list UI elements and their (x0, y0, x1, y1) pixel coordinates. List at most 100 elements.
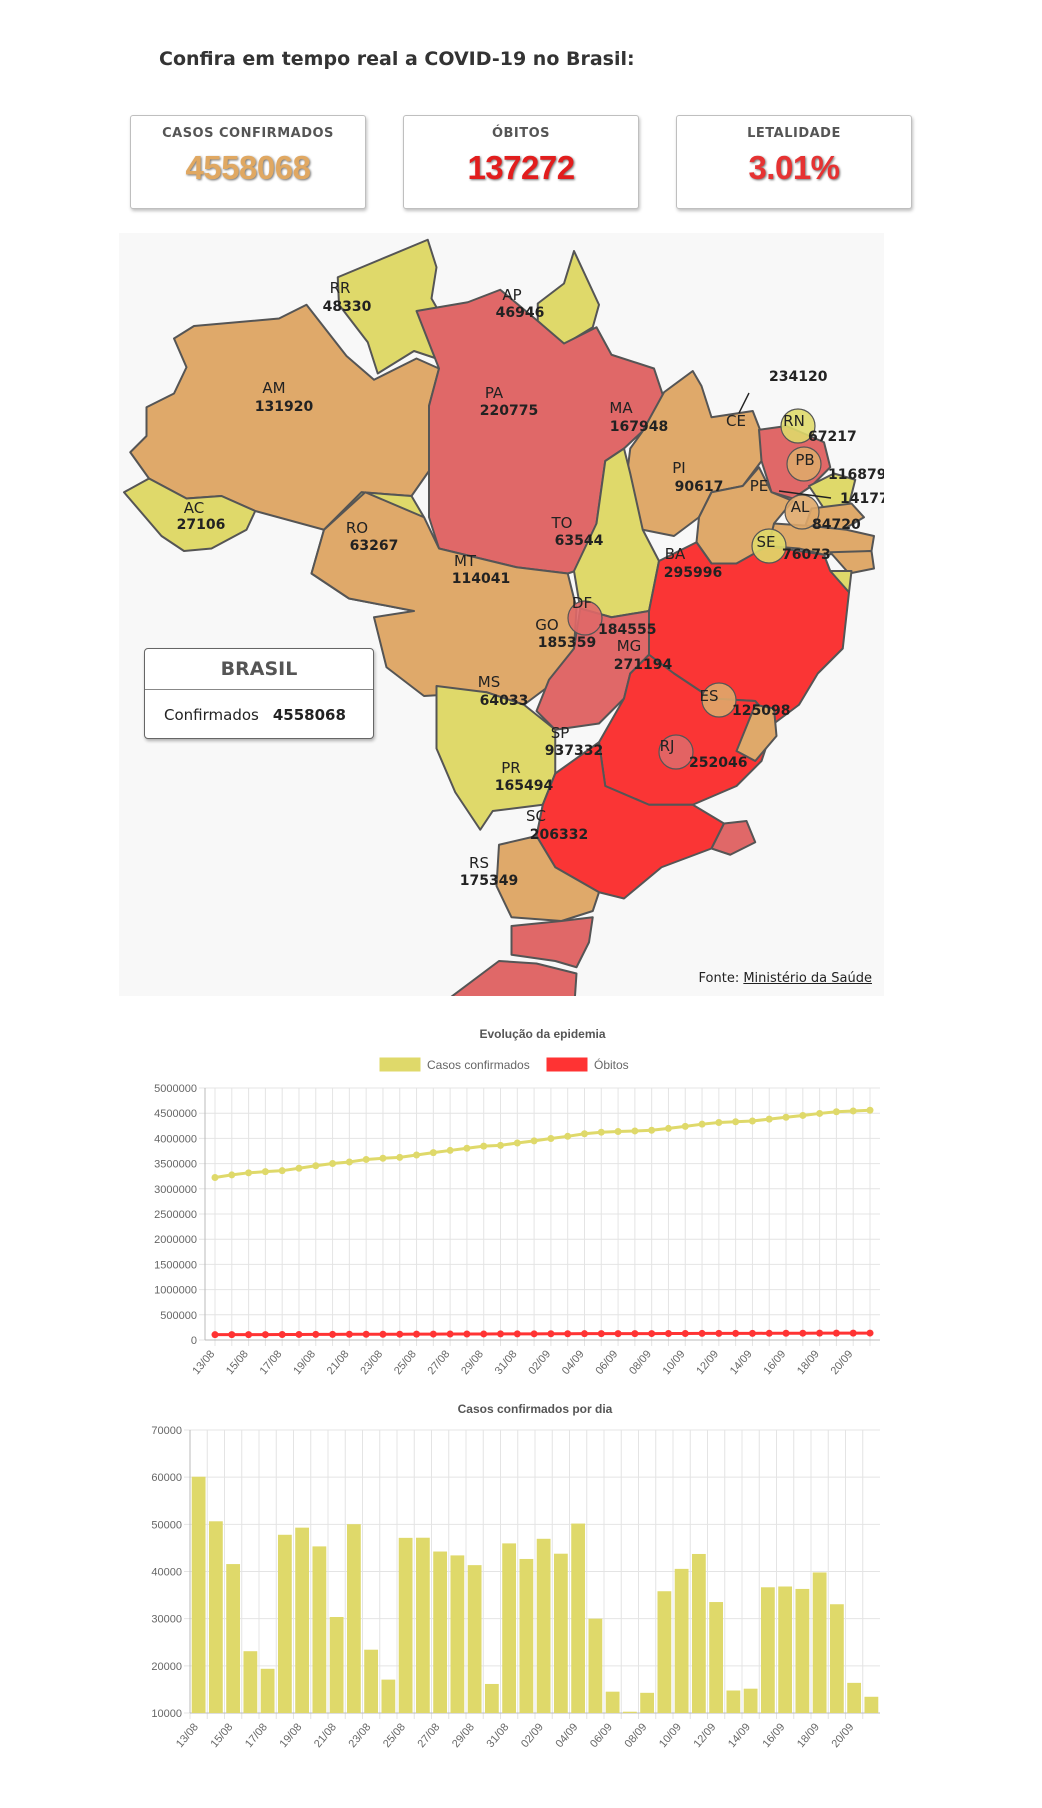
state-value-rj: 252046 (689, 755, 747, 771)
series-point-1 (681, 1329, 689, 1337)
page-title: Confira em tempo real a COVID-19 no Bras… (159, 48, 635, 70)
state-value-rr: 48330 (323, 299, 372, 315)
series-point-0 (816, 1109, 824, 1117)
state-label-pi: PI (672, 459, 685, 477)
state-value-ma: 167948 (610, 419, 668, 435)
daily-bar (381, 1679, 396, 1713)
series-point-1 (413, 1330, 421, 1338)
series-point-1 (832, 1329, 840, 1337)
daily-bar (622, 1711, 637, 1713)
brazil-summary-label: Confirmados (164, 706, 259, 724)
state-value-ce: 234120 (769, 369, 828, 385)
state-shape-rs (450, 960, 578, 996)
series-point-1 (816, 1329, 824, 1337)
daily-bar (519, 1558, 534, 1713)
series-point-1 (614, 1330, 622, 1338)
state-label-ap: AP (502, 286, 521, 304)
series-point-1 (748, 1329, 756, 1337)
daily-bar (553, 1553, 568, 1713)
x-tick-label: 21/08 (325, 1348, 352, 1377)
daily-bar (812, 1572, 827, 1713)
series-point-0 (396, 1153, 404, 1161)
epidemic-evolution-chart: Evolução da epidemia Casos confirmados Óbi… (0, 1020, 1042, 1390)
map-source: Fonte: Ministério da Saúde (699, 971, 872, 986)
state-value-pb: 116879 (828, 467, 884, 483)
deaths-value: 137272 (467, 149, 575, 186)
confirmed-cases-value: 4558068 (185, 149, 311, 186)
state-value-ac: 27106 (177, 517, 226, 533)
x-tick-label: 04/09 (560, 1348, 587, 1377)
state-label-se: SE (757, 533, 776, 551)
state-label-rr: RR (330, 279, 351, 297)
y-tick-label: 4500000 (154, 1108, 197, 1120)
series-point-0 (245, 1169, 253, 1177)
daily-bar (847, 1682, 862, 1713)
y-tick-label: 3000000 (154, 1184, 197, 1196)
daily-bar (691, 1553, 706, 1713)
state-label-ma: MA (609, 399, 633, 417)
daily-bar (208, 1521, 223, 1713)
state-label-pa: PA (485, 384, 504, 402)
series-point-0 (446, 1146, 454, 1154)
state-shape-sc (510, 916, 594, 969)
x-tick-label: 06/09 (593, 1348, 620, 1377)
x-tick-label: 23/08 (358, 1348, 385, 1377)
deaths-label: ÓBITOS (491, 126, 551, 141)
daily-bar (571, 1523, 586, 1713)
state-shape-es (735, 703, 778, 762)
series-point-1 (228, 1331, 236, 1339)
daily-bar (640, 1692, 655, 1713)
x-tick-label: 17/08 (243, 1721, 270, 1750)
brazil-summary-box: BRASIL Confirmados 4558068 (144, 648, 374, 739)
series-point-1 (245, 1331, 253, 1339)
deaths-card: ÓBITOS 137272 (403, 115, 639, 209)
series-point-1 (211, 1331, 219, 1339)
y-tick-label: 60000 (151, 1472, 182, 1484)
y-tick-label: 5000000 (154, 1083, 197, 1095)
x-tick-label: 14/09 (726, 1721, 753, 1750)
state-label-pe: PE (750, 477, 769, 495)
series-point-1 (480, 1330, 488, 1338)
series-point-1 (379, 1330, 387, 1338)
state-label-rn: RN (783, 412, 805, 430)
daily-bar (760, 1587, 775, 1713)
series-point-1 (564, 1330, 572, 1338)
series-line-1 (214, 1331, 871, 1337)
chart-title: Evolução da epidemia (479, 1027, 605, 1041)
series-point-1 (396, 1330, 404, 1338)
series-point-0 (261, 1168, 269, 1176)
series-point-1 (597, 1330, 605, 1338)
series-point-1 (329, 1330, 337, 1338)
series-point-0 (564, 1132, 572, 1140)
state-shape-rn (808, 472, 857, 510)
series-point-1 (261, 1331, 269, 1339)
daily-bar (260, 1668, 275, 1713)
daily-bar (484, 1683, 499, 1713)
y-tick-label: 30000 (151, 1614, 182, 1626)
x-tick-label: 20/09 (830, 1721, 857, 1750)
state-value-pa: 220775 (480, 403, 538, 419)
x-tick-label: 29/08 (459, 1348, 486, 1377)
x-tick-label: 12/09 (694, 1348, 721, 1377)
y-tick-label: 10000 (151, 1708, 182, 1720)
state-marker-se (751, 528, 787, 564)
x-tick-label: 13/08 (174, 1721, 201, 1750)
series-point-0 (295, 1164, 303, 1172)
series-point-1 (648, 1330, 656, 1338)
x-tick-label: 18/09 (795, 1348, 822, 1377)
daily-bar (536, 1538, 551, 1713)
series-point-0 (362, 1155, 370, 1163)
series-point-0 (782, 1113, 790, 1121)
daily-bar (415, 1537, 430, 1713)
map-source-link[interactable]: Ministério da Saúde (743, 971, 872, 986)
series-point-0 (463, 1144, 471, 1152)
series-point-0 (345, 1158, 353, 1166)
series-point-0 (530, 1137, 538, 1145)
brazil-summary-row: Confirmados 4558068 (145, 690, 373, 724)
series-point-0 (413, 1151, 421, 1159)
state-label-ms: MS (478, 673, 500, 691)
daily-bar (864, 1696, 879, 1713)
y-tick-label: 40000 (151, 1567, 182, 1579)
series-point-1 (664, 1330, 672, 1338)
series-point-1 (295, 1330, 303, 1338)
